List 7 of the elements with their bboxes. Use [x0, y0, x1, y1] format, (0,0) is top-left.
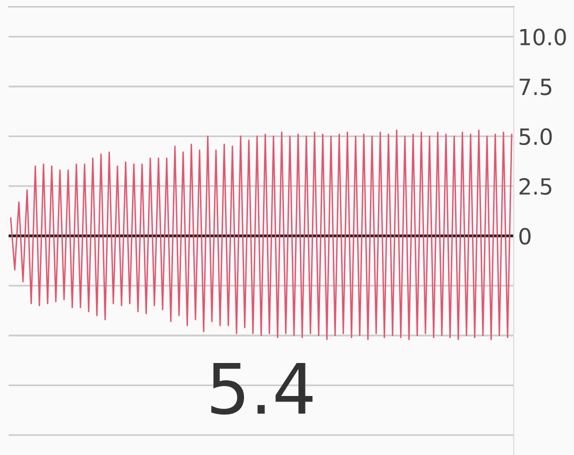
annotation: 5.4	[211, 363, 312, 415]
y-tick-label: 2.5	[520, 178, 552, 195]
line-series	[10, 130, 512, 340]
y-tick-label: 10.0	[520, 28, 566, 46]
y-tick-label: 7.5	[520, 78, 552, 96]
y-tick-label: 5.0	[520, 128, 552, 146]
y-tick-label: 0	[519, 228, 531, 245]
